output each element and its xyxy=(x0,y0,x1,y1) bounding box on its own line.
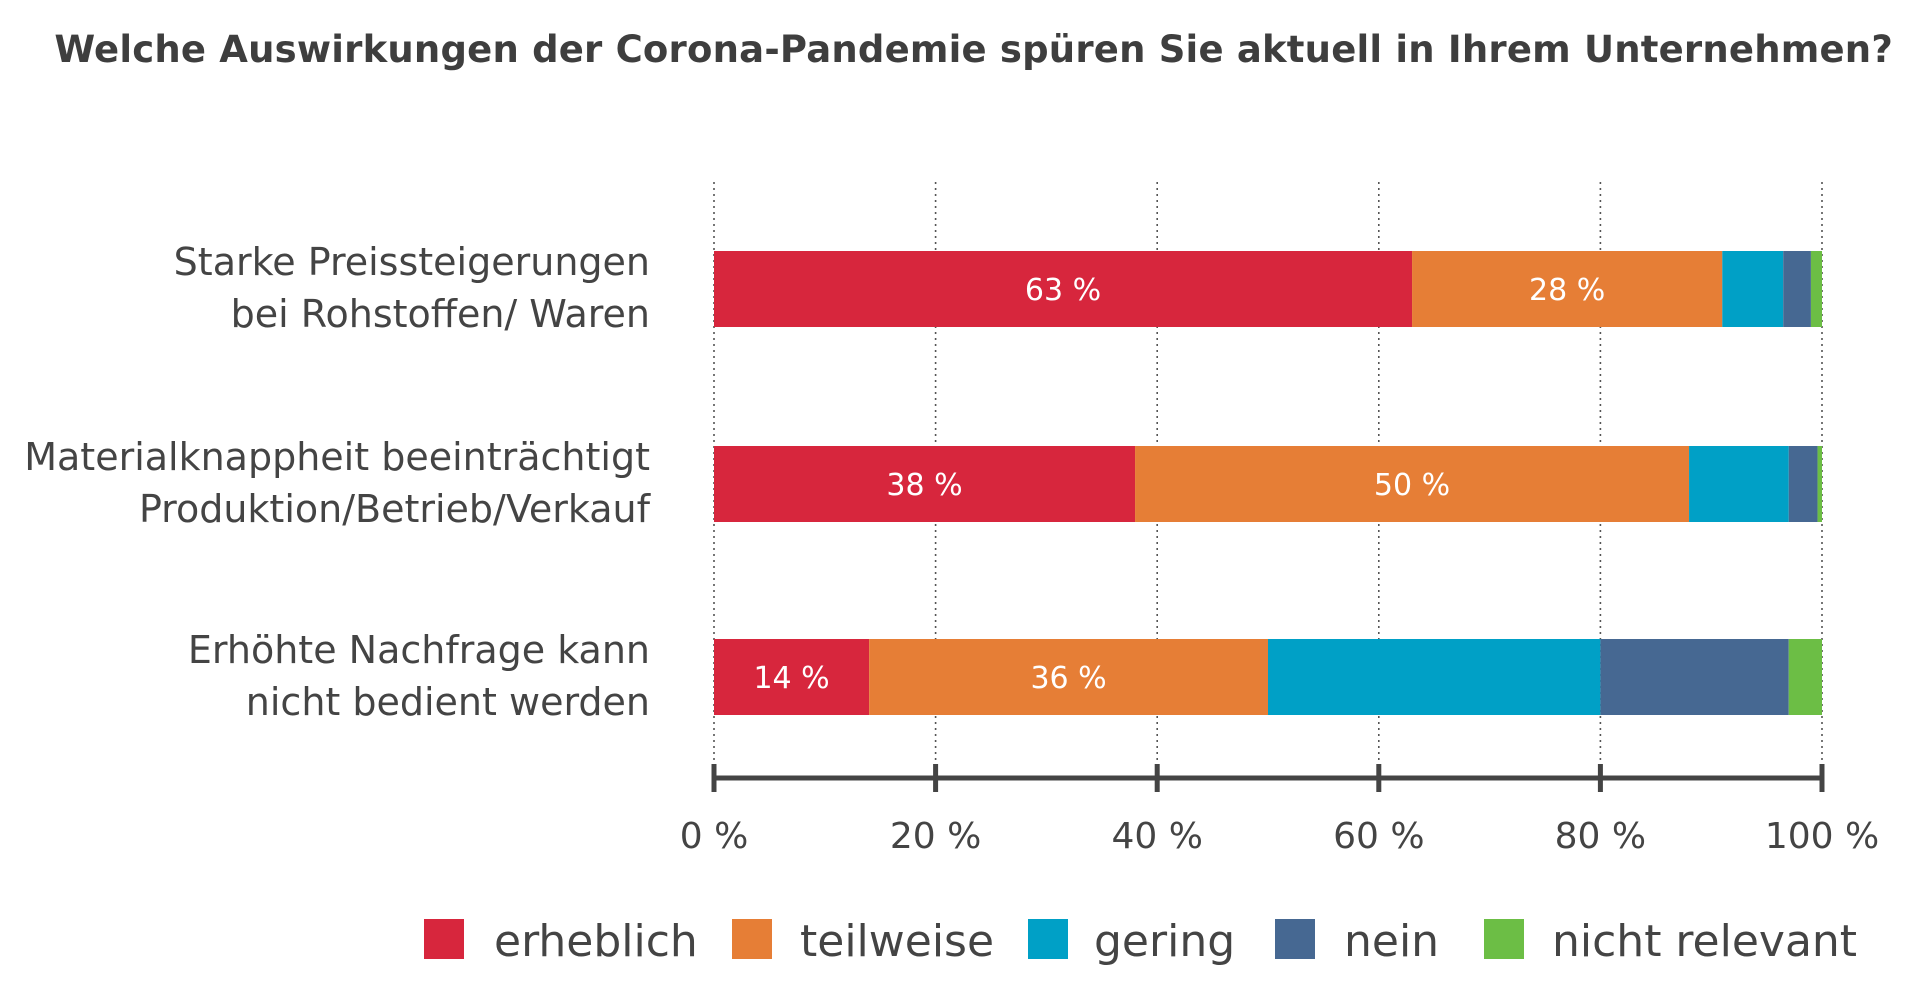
legend-label: nein xyxy=(1344,916,1439,967)
category-labels: Starke Preissteigerungen bei Rohstoffen/ … xyxy=(24,240,651,724)
category-label: Materialknappheit beeinträchtigt Produkti… xyxy=(24,435,651,531)
x-tick-label: 0 % xyxy=(680,816,749,857)
bar-value-label: 14 % xyxy=(753,661,829,696)
category-label: Starke Preissteigerungen bei Rohstoffen/ … xyxy=(174,240,650,336)
legend-swatch xyxy=(1275,919,1315,959)
bar-value-label: 28 % xyxy=(1529,273,1605,308)
x-tick-label: 40 % xyxy=(1111,816,1202,857)
bar-segment-gering xyxy=(1268,639,1601,715)
chart-title: Welche Auswirkungen der Corona-Pandemie … xyxy=(54,28,1893,71)
legend-swatch xyxy=(1028,919,1068,959)
bar-segment-erheblich xyxy=(714,251,1413,327)
x-tick-label: 60 % xyxy=(1333,816,1424,857)
bar-value-label: 36 % xyxy=(1030,661,1106,696)
bar-segment-teilweise xyxy=(869,639,1268,715)
legend-label: nicht relevant xyxy=(1552,916,1857,967)
bar-value-label: 63 % xyxy=(1025,273,1101,308)
bar-value-label: 38 % xyxy=(886,468,962,503)
bar-segment-nicht-relevant xyxy=(1817,446,1822,522)
bar-segment-nicht-relevant xyxy=(1788,639,1822,715)
bar-segment-nein xyxy=(1600,639,1789,715)
bar-segment-erheblich xyxy=(714,446,1136,522)
x-tick-label: 20 % xyxy=(890,816,981,857)
legend-swatch xyxy=(732,919,772,959)
legend-label: gering xyxy=(1094,916,1235,967)
legend-label: erheblich xyxy=(494,916,698,967)
bar-segment-gering xyxy=(1722,251,1784,327)
bar-value-label: 50 % xyxy=(1374,468,1450,503)
x-tick-label: 100 % xyxy=(1765,816,1879,857)
bar-segment-erheblich xyxy=(714,639,870,715)
bar-segment-nein xyxy=(1788,446,1818,522)
bar-segment-nein xyxy=(1783,251,1811,327)
legend-label: teilweise xyxy=(800,916,994,967)
legend-swatch xyxy=(424,919,464,959)
category-label: Erhöhte Nachfrage kann nicht bedient werd… xyxy=(188,628,650,724)
bar-segment-nicht-relevant xyxy=(1810,251,1822,327)
legend-swatch xyxy=(1484,919,1524,959)
bars: 63 % 28 % 38 % 50 % 14 % 36 % xyxy=(714,251,1822,715)
legend: erheblich teilweise gering nein nicht releva… xyxy=(424,916,1857,967)
x-tick-label: 80 % xyxy=(1555,816,1646,857)
bar-segment-gering xyxy=(1689,446,1789,522)
bar-segment-teilweise xyxy=(1135,446,1690,522)
x-axis: 0 % 20 % 40 % 60 % 80 % 100 % xyxy=(680,764,1879,857)
bar-segment-teilweise xyxy=(1412,251,1723,327)
